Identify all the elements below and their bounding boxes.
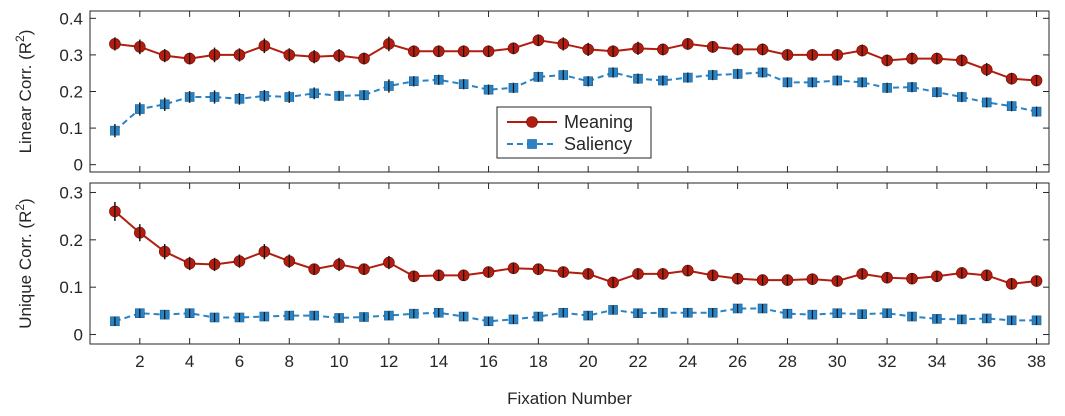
y-tick-label: 0.3 [59, 183, 83, 202]
plot-frame [89, 182, 1050, 345]
y-tick-label: 0.2 [59, 231, 83, 250]
x-tick-label: 16 [479, 352, 498, 371]
legend-marker-meaning [526, 116, 538, 128]
x-tick-label: 32 [878, 352, 897, 371]
legend-label-saliency: Saliency [564, 134, 632, 154]
legend: Meaning Saliency [496, 106, 652, 159]
y-tick-label: 0.1 [59, 119, 83, 138]
unique-corr-panel: 00.10.20.32 4 6 8 10 12 14 16 18 20 22 24 26 28 30 32 34… [13, 182, 1050, 371]
x-tick-label: 10 [330, 352, 349, 371]
x-tick-label: 34 [927, 352, 946, 371]
legend-item-meaning: Meaning [507, 112, 633, 132]
x-tick-label: 20 [579, 352, 598, 371]
legend-label-meaning: Meaning [564, 112, 633, 132]
linear-corr-panel: 0 0.1 0.2 0.3 0.4 Linear Corr. (R2) [13, 9, 1050, 175]
y-tick-label: 0 [74, 326, 83, 345]
x-tick-label: 26 [728, 352, 747, 371]
x-tick-label: 2 [135, 352, 144, 371]
y-tick-label: 0.1 [59, 278, 83, 297]
legend-item-saliency: Saliency [507, 134, 632, 154]
y-tick-label: 0.3 [59, 46, 83, 65]
x-tick-label: 12 [379, 352, 398, 371]
x-tick-label: 28 [778, 352, 797, 371]
x-tick-label: 24 [678, 352, 697, 371]
y-tick-label: 0 [74, 156, 83, 175]
y-axis-label: Linear Corr. (R2) [13, 30, 35, 154]
series-line-meaning [114, 210, 1037, 285]
series-line-meaning [114, 39, 1037, 82]
x-axis-label: Fixation Number [507, 389, 632, 408]
x-tick-label: 14 [429, 352, 448, 371]
series-line-saliency [114, 307, 1037, 323]
x-tick-label: 36 [977, 352, 996, 371]
x-tick-label: 6 [235, 352, 244, 371]
x-tick-label: 30 [828, 352, 847, 371]
legend-marker-saliency [527, 139, 537, 149]
x-tick-label: 18 [529, 352, 548, 371]
x-tick-label: 4 [185, 352, 194, 371]
x-tick-label: 38 [1027, 352, 1046, 371]
y-tick-label: 0.2 [59, 83, 83, 102]
legend-box [496, 106, 652, 159]
x-tick-label: 22 [629, 352, 648, 371]
y-axis-label: Unique Corr. (R2) [13, 198, 35, 328]
x-tick-label: 8 [285, 352, 294, 371]
y-tick-label: 0.4 [59, 9, 83, 28]
